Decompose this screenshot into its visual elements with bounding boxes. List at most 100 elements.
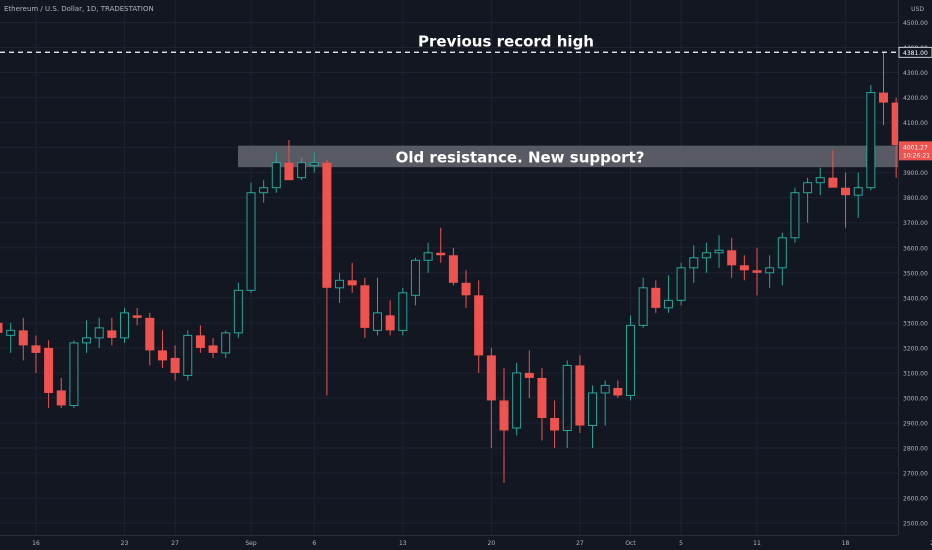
time-tick-label: 6	[312, 540, 316, 547]
candle	[739, 255, 749, 281]
candle-body	[499, 400, 509, 431]
price-axis[interactable]: 2500.00 2600.00 2700.00 2800.00 2900.00 3000.…	[898, 0, 932, 550]
candle-body	[815, 177, 825, 184]
candle	[853, 172, 863, 218]
candle-body	[638, 287, 648, 326]
candle-body	[157, 350, 167, 361]
candle	[44, 340, 54, 408]
countdown-label: 10:26:21	[903, 152, 930, 159]
candle	[157, 330, 167, 368]
support-zone-layer	[238, 145, 898, 168]
candle-body	[221, 332, 231, 354]
time-axis-bg	[0, 535, 932, 550]
candle	[183, 330, 193, 381]
candle	[82, 320, 92, 353]
price-tick-label: 4200.00	[903, 95, 928, 102]
candle-body	[44, 347, 54, 393]
candle-body	[132, 315, 142, 318]
candle-body	[891, 102, 901, 146]
price-tick-label: 3900.00	[903, 170, 928, 177]
candle-body	[575, 365, 585, 426]
candle-body	[335, 279, 345, 289]
candle	[765, 255, 775, 288]
candle-body	[689, 257, 699, 269]
currency-label: USD	[911, 6, 924, 13]
candle	[284, 140, 294, 181]
candle	[31, 335, 41, 373]
candle-body	[752, 270, 762, 273]
candle	[448, 247, 458, 286]
candle	[410, 257, 420, 306]
candle	[18, 317, 28, 361]
candle-body	[398, 292, 408, 331]
candle	[461, 270, 471, 308]
price-tick-label: 3100.00	[903, 370, 928, 377]
time-tick-label: 11	[753, 540, 761, 547]
time-tick-label: 13	[399, 540, 407, 547]
candle	[69, 340, 79, 408]
candle	[6, 322, 16, 353]
candle-body	[373, 312, 382, 331]
candle	[132, 307, 142, 326]
candle-body	[613, 387, 623, 396]
overlay-layer: Previous record high Old resistance. New …	[0, 32, 898, 166]
candle	[94, 317, 104, 348]
candle	[145, 312, 155, 366]
price-tick-label: 4100.00	[903, 120, 928, 127]
price-tick-label: 3500.00	[903, 270, 928, 277]
candle	[588, 385, 598, 449]
candle-body	[259, 187, 269, 194]
price-tick-label: 3700.00	[903, 220, 928, 227]
time-axis[interactable]: 162327Sep6132027Oct5111825Nov	[0, 535, 932, 550]
candle-body	[879, 92, 888, 103]
candle	[575, 355, 585, 433]
price-tick-label: 3200.00	[903, 345, 928, 352]
candle	[689, 245, 699, 283]
candle-body	[676, 267, 686, 301]
candle	[866, 85, 876, 191]
candle	[0, 322, 3, 333]
candle	[347, 262, 357, 293]
candle	[233, 282, 243, 338]
candle-body	[233, 289, 243, 334]
candle-body	[626, 324, 635, 396]
candle-body	[841, 187, 851, 196]
candle-body	[777, 237, 787, 269]
candle	[651, 280, 661, 313]
candle	[613, 380, 623, 398]
candle	[486, 347, 496, 449]
candle-body	[512, 372, 522, 429]
candle-body	[183, 334, 193, 376]
candle-body	[297, 162, 307, 179]
price-tick-label: 2500.00	[903, 521, 928, 528]
record-level-label: 4381.00	[903, 50, 928, 57]
candle	[524, 350, 534, 398]
candle	[537, 367, 547, 441]
candle	[436, 227, 446, 263]
candle	[752, 247, 762, 296]
candle-body	[524, 372, 534, 378]
candle-body	[107, 330, 117, 338]
price-tick-label: 4300.00	[903, 70, 928, 77]
candle	[297, 157, 307, 181]
candle	[879, 52, 888, 126]
candle	[423, 242, 433, 273]
candle-body	[284, 162, 294, 181]
candle	[803, 177, 813, 223]
candle	[474, 280, 484, 373]
price-tick-label: 3400.00	[903, 295, 928, 302]
candle	[246, 182, 256, 293]
candle-body	[790, 192, 800, 239]
candle	[398, 287, 408, 336]
support-zone	[238, 145, 898, 168]
candle-body	[436, 252, 446, 256]
candle	[360, 277, 370, 338]
candle-body	[120, 312, 129, 339]
candle-body	[853, 187, 863, 196]
candle-body	[18, 330, 28, 346]
price-tick-label: 2700.00	[903, 471, 928, 478]
grid-lines	[0, 0, 898, 535]
price-tick-label: 3000.00	[903, 395, 928, 402]
candle-body	[31, 345, 41, 353]
